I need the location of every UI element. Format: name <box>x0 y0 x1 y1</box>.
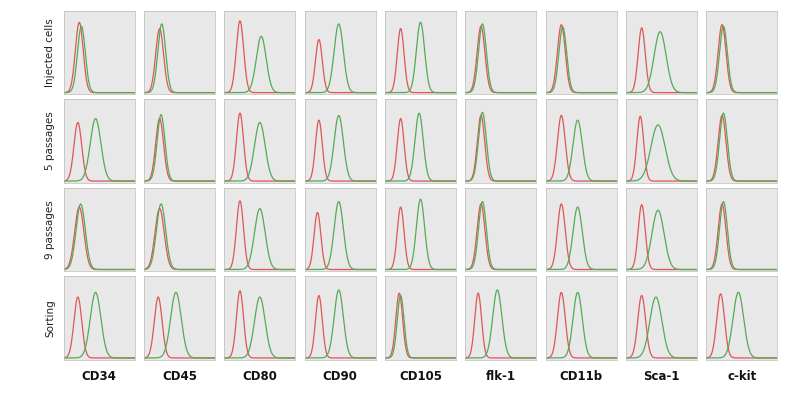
Text: CD105: CD105 <box>399 370 442 383</box>
Text: 9 passages: 9 passages <box>45 200 55 258</box>
Text: CD80: CD80 <box>242 370 277 383</box>
Text: CD45: CD45 <box>162 370 197 383</box>
Text: flk-1: flk-1 <box>486 370 516 383</box>
Text: CD90: CD90 <box>323 370 358 383</box>
Text: c-kit: c-kit <box>727 370 756 383</box>
Text: CD34: CD34 <box>82 370 116 383</box>
Text: Sca-1: Sca-1 <box>643 370 680 383</box>
Text: Injected cells: Injected cells <box>45 18 55 87</box>
Text: 5 passages: 5 passages <box>45 112 55 170</box>
Text: Sorting: Sorting <box>45 299 55 337</box>
Text: CD11b: CD11b <box>560 370 603 383</box>
